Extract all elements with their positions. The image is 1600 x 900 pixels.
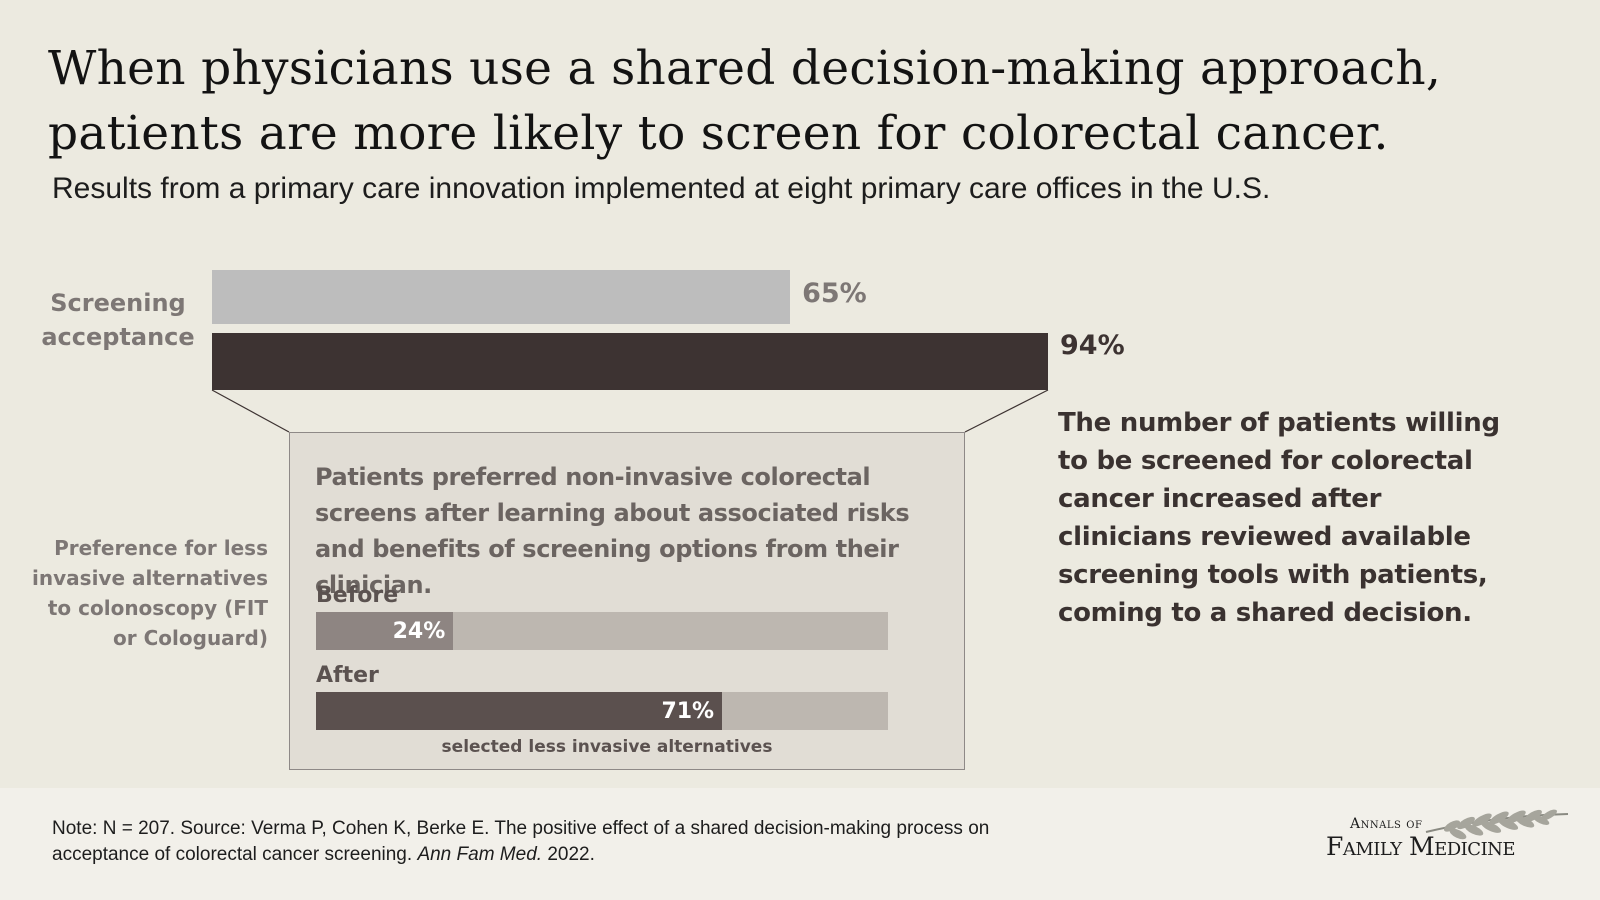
footer: Note: N = 207. Source: Verma P, Cohen K,… [0, 788, 1600, 900]
after-bar-fill: 71% [316, 692, 723, 730]
after-label: After [316, 663, 379, 688]
before-bar-fill: 24% [316, 612, 454, 650]
annals-logo: Annals of Family Medicine [1326, 808, 1576, 878]
inset-description: Patients preferred non-invasive colorect… [315, 463, 910, 599]
after-value-label: 71% [661, 698, 715, 724]
source-journal: Ann Fam Med. [417, 844, 543, 865]
bar-after-screening-acceptance [212, 333, 1048, 390]
logo-text-family-medicine: Family Medicine [1326, 832, 1516, 861]
source-year: 2022. [547, 844, 595, 865]
value-label-94: 94% [1060, 330, 1125, 361]
side-explanation: The number of patients willing to be scr… [1058, 408, 1500, 628]
before-label: Before [316, 583, 399, 608]
connector-line-left [211, 389, 290, 433]
source-note-text: Note: N = 207. Source: Verma P, Cohen K,… [52, 818, 990, 865]
preference-inset-panel: Patients preferred non-invasive colorect… [289, 432, 965, 770]
fern-leaf-icon [1425, 809, 1569, 840]
bar-before-screening-acceptance [212, 270, 791, 324]
inset-annotation: selected less invasive alternatives [441, 737, 773, 757]
screening-acceptance-label: Screening acceptance [41, 289, 195, 351]
value-label-65: 65% [802, 278, 867, 309]
before-value-label: 24% [392, 618, 446, 644]
preference-label: Preference for less invasive alternative… [32, 536, 268, 650]
connector-line-right [964, 389, 1049, 433]
after-bar-track: 71% [316, 692, 888, 730]
chart-subtitle: Results from a primary care innovation i… [52, 172, 1271, 205]
chart-title: When physicians use a shared decision-ma… [48, 41, 1442, 161]
logo-text-annals: Annals of [1350, 816, 1423, 832]
source-note: Note: N = 207. Source: Verma P, Cohen K,… [52, 816, 1012, 868]
before-bar-track: 24% [316, 612, 888, 650]
